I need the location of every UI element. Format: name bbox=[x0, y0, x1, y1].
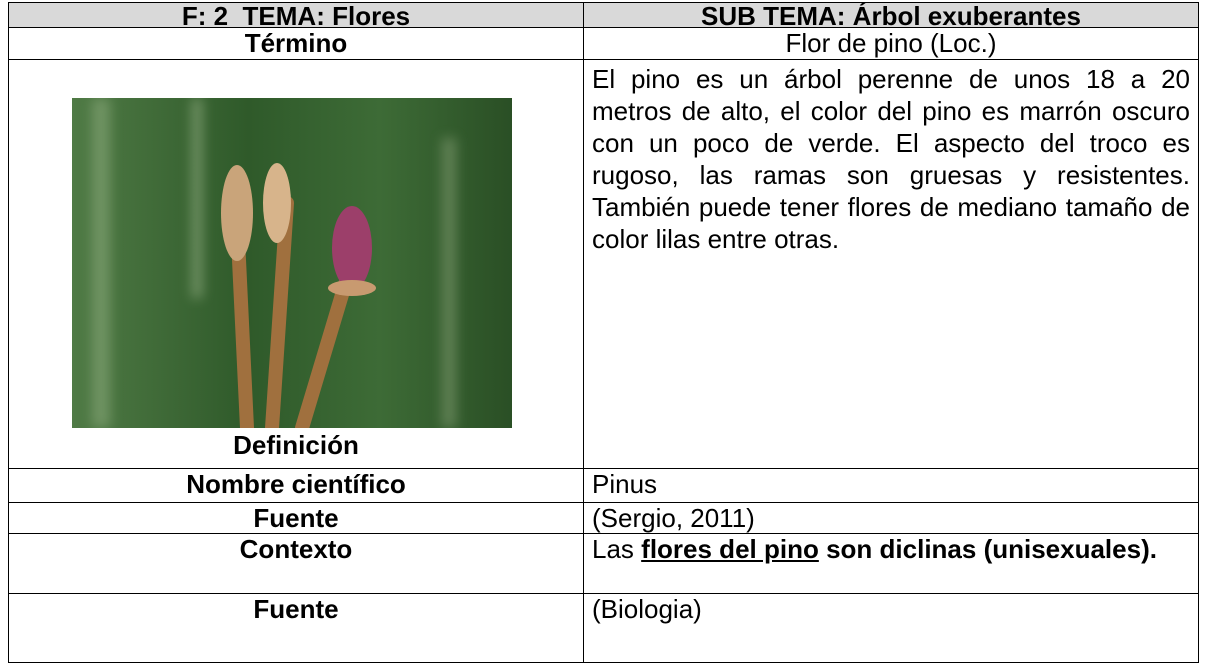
term-value: Flor de pino (Loc.) bbox=[583, 27, 1199, 60]
header-left: F: 2 TEMA: Flores bbox=[8, 2, 584, 29]
definition-label: Definición bbox=[233, 430, 359, 460]
scientific-name-label: Nombre científico bbox=[8, 468, 584, 503]
context-label: Contexto bbox=[8, 533, 584, 594]
source-label: Fuente bbox=[8, 593, 584, 663]
context-text-part: Las bbox=[592, 534, 634, 564]
header-right: SUB TEMA: Árbol exuberantes bbox=[583, 2, 1199, 29]
source-value: (Sergio, 2011) bbox=[583, 502, 1199, 534]
source-label: Fuente bbox=[8, 502, 584, 534]
term-label: Término bbox=[8, 27, 584, 60]
context-text: Las flores del pino son diclinas (unisex… bbox=[583, 533, 1199, 594]
source-value: (Biologia) bbox=[583, 593, 1199, 663]
pine-flower-photo bbox=[72, 98, 512, 428]
context-text-part: son diclinas (unisexuales). bbox=[826, 534, 1157, 564]
context-term: flores del pino bbox=[641, 534, 819, 564]
scientific-name-value: Pinus bbox=[583, 468, 1199, 503]
definition-text: El pino es un árbol perenne de unos 18 a… bbox=[583, 59, 1199, 469]
image-cell: Definición bbox=[8, 59, 584, 469]
